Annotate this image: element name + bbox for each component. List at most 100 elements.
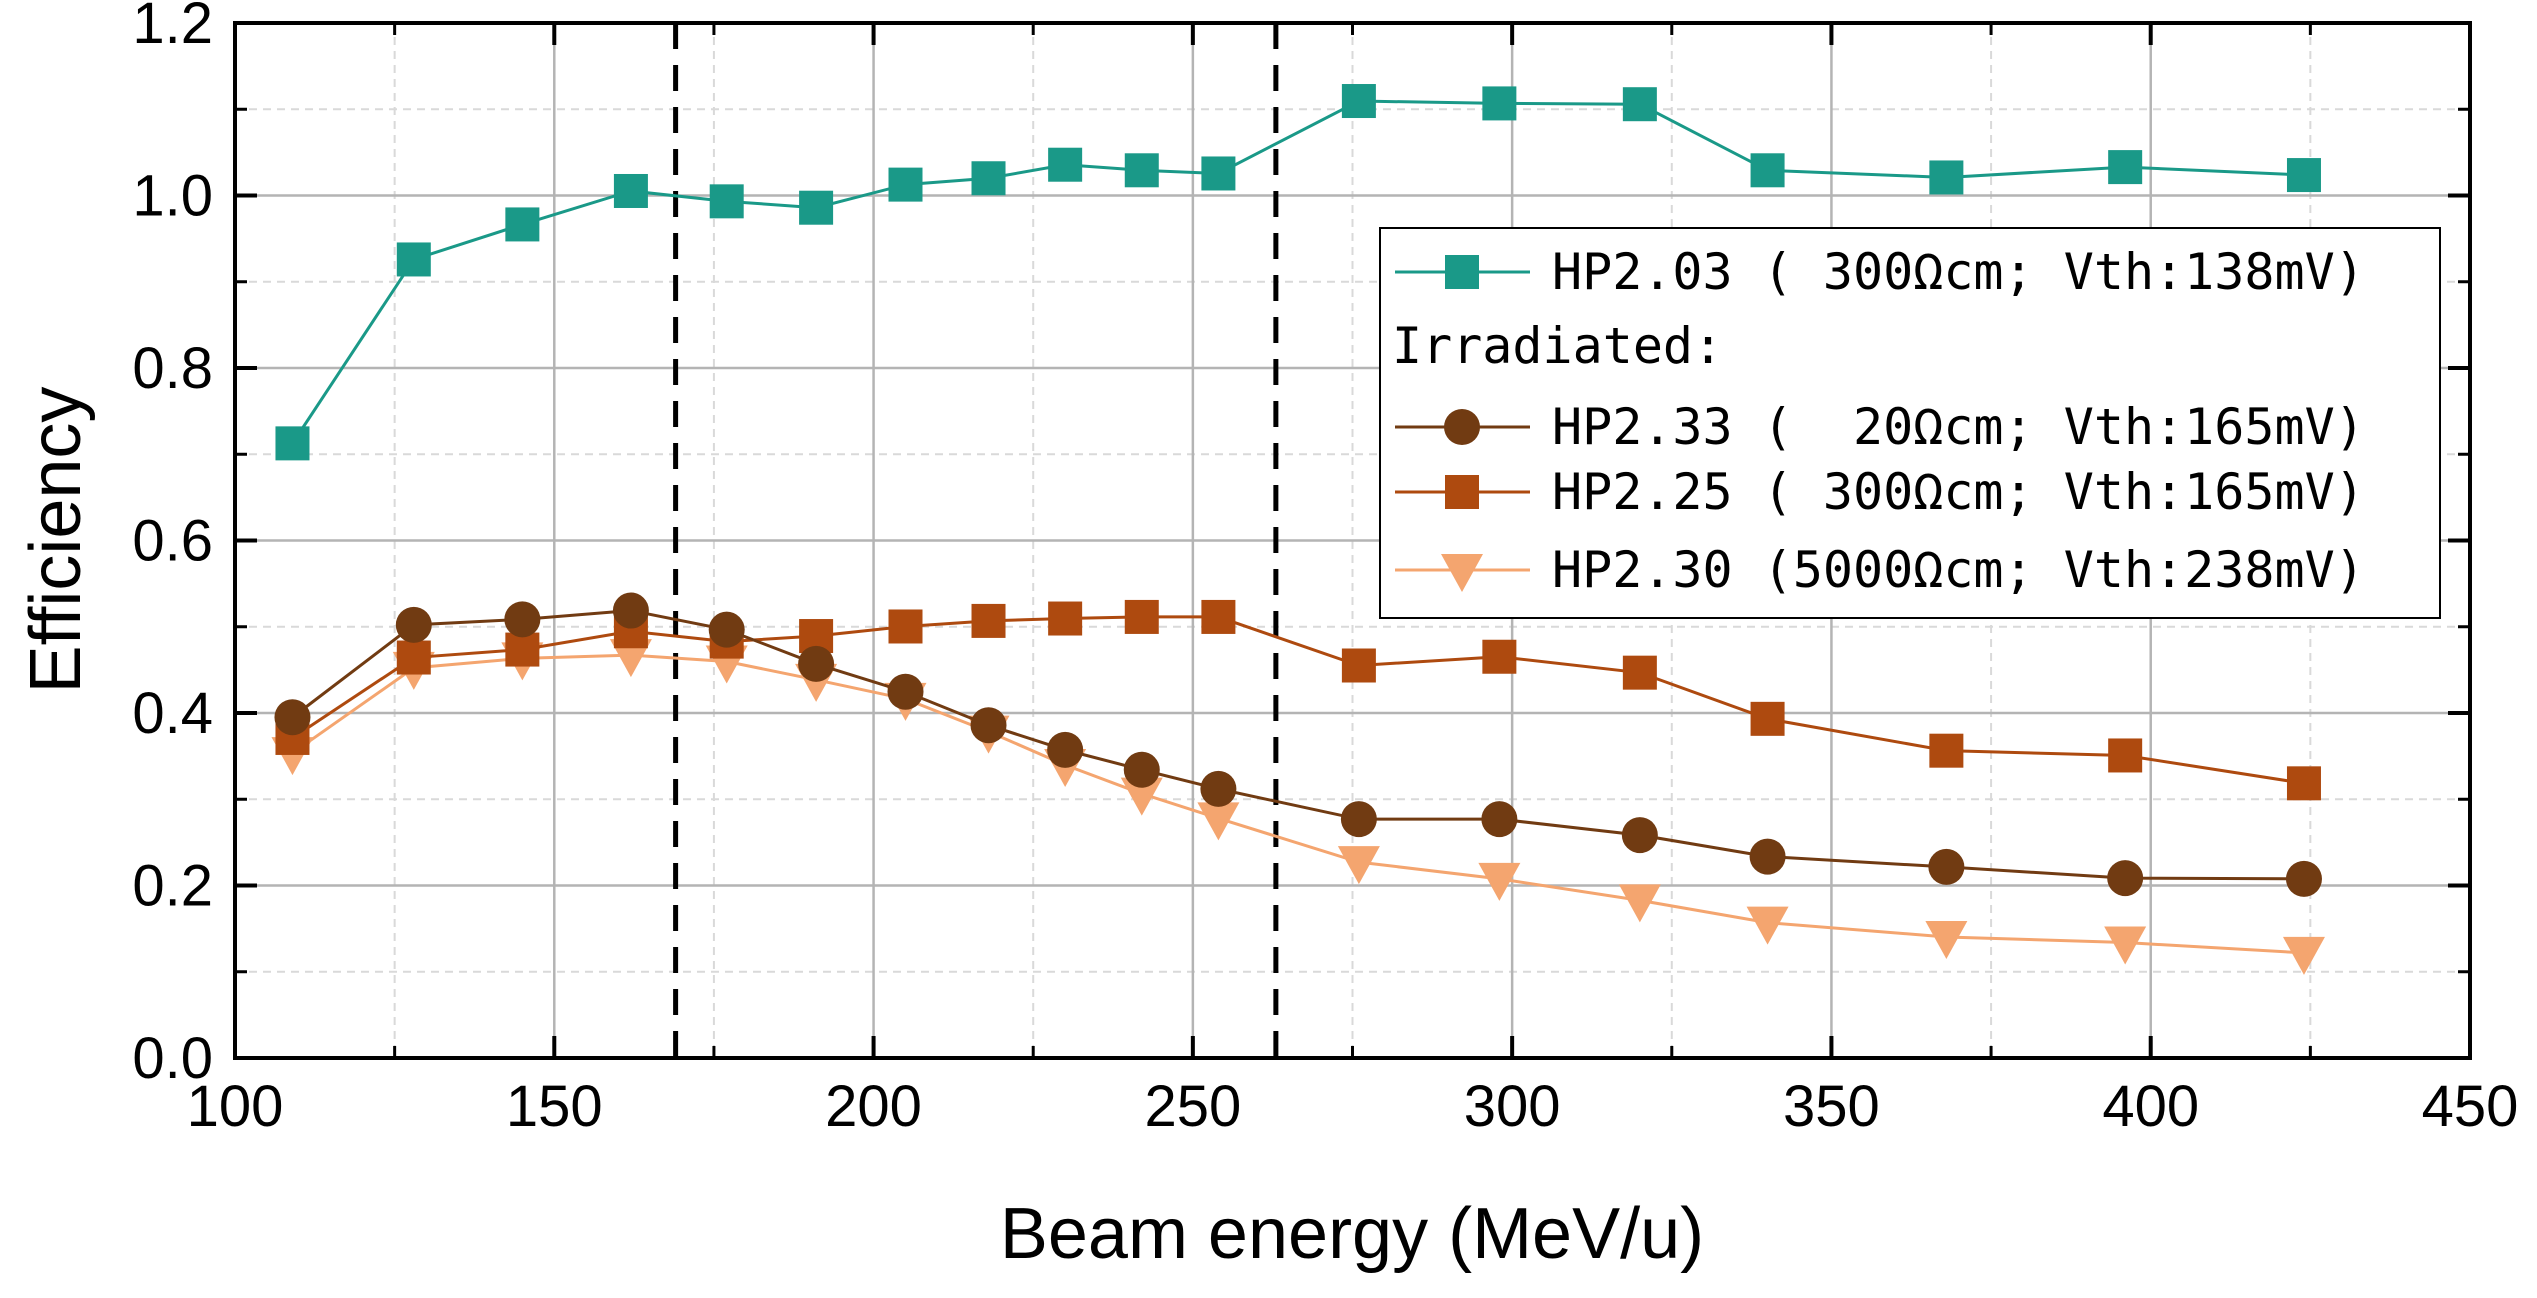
y-tick-label: 0.4 <box>132 681 213 746</box>
data-point <box>1048 147 1083 182</box>
legend-box <box>1379 227 2441 619</box>
data-point <box>887 673 924 710</box>
legend-entry-3: HP2.30 (5000Ωcm; Vth:238mV) <box>1395 541 2365 599</box>
data-point <box>1481 801 1518 838</box>
legend-label: HP2.03 ( 300Ωcm; Vth:138mV) <box>1552 243 2365 301</box>
data-point <box>1201 599 1236 634</box>
data-point <box>1341 84 1376 119</box>
data-point <box>505 207 540 242</box>
data-point <box>613 173 648 208</box>
data-point <box>1123 751 1160 788</box>
legend-entry-1: HP2.33 ( 20Ωcm; Vth:165mV) <box>1395 398 2365 456</box>
data-point <box>888 167 923 202</box>
data-point <box>1340 801 1377 838</box>
series-0 <box>275 84 2321 461</box>
legend: HP2.03 ( 300Ωcm; Vth:138mV) HP2.33 ( 20Ωc… <box>1379 227 2441 619</box>
x-tick-label: 400 <box>2102 1074 2199 1139</box>
x-tick-label: 150 <box>506 1074 603 1139</box>
data-point <box>1750 701 1785 736</box>
y-tick-label: 0.8 <box>132 336 213 401</box>
x-tick-label: 100 <box>187 1074 284 1139</box>
legend-items: HP2.03 ( 300Ωcm; Vth:138mV) HP2.33 ( 20Ωc… <box>1395 243 2365 599</box>
data-point <box>504 601 541 638</box>
y-tick-label: 0.2 <box>132 854 213 919</box>
data-point <box>1337 846 1380 885</box>
data-point <box>1048 601 1083 636</box>
data-point <box>2286 766 2321 801</box>
data-point <box>971 161 1006 196</box>
data-point <box>505 632 540 667</box>
legend-label: HP2.30 (5000Ωcm; Vth:238mV) <box>1552 541 2365 599</box>
data-point <box>609 639 652 678</box>
data-point <box>1047 731 1084 768</box>
data-point <box>1621 817 1658 854</box>
x-tick-label: 200 <box>825 1074 922 1139</box>
y-tick-label: 0.0 <box>132 1026 213 1091</box>
data-point <box>971 603 1006 638</box>
data-point <box>1200 770 1237 807</box>
data-point <box>2107 860 2144 897</box>
data-point <box>396 242 431 277</box>
y-axis-title: Efficiency <box>16 387 96 694</box>
data-point <box>2286 158 2321 193</box>
legend-marker <box>1445 475 1479 509</box>
data-point <box>2104 926 2147 965</box>
data-point <box>799 190 834 225</box>
data-point <box>1478 862 1521 901</box>
legend-marker <box>1445 255 1479 289</box>
legend-entry-0: HP2.03 ( 300Ωcm; Vth:138mV) <box>1395 243 2365 301</box>
series-layer <box>271 84 2325 975</box>
legend-label: HP2.25 ( 300Ωcm; Vth:165mV) <box>1552 463 2365 521</box>
data-point <box>1925 920 1968 959</box>
data-point <box>1622 87 1657 122</box>
legend-heading: Irradiated: <box>1392 317 1723 375</box>
data-point <box>970 707 1007 744</box>
data-point <box>709 184 744 219</box>
y-tick-label: 1.2 <box>132 0 213 56</box>
series-line <box>291 99 2305 445</box>
legend-label: HP2.33 ( 20Ωcm; Vth:165mV) <box>1552 398 2365 456</box>
data-point <box>2282 936 2325 975</box>
series-2 <box>275 599 2321 801</box>
legend-entry-2: HP2.25 ( 300Ωcm; Vth:165mV) <box>1395 463 2365 521</box>
series-line <box>291 609 2304 881</box>
data-point <box>1928 848 1965 885</box>
data-point <box>1750 153 1785 188</box>
data-point <box>1341 648 1376 683</box>
grid <box>235 21 2470 1058</box>
y-tick-label: 0.6 <box>132 509 213 574</box>
data-point <box>708 611 745 648</box>
data-point <box>888 609 923 644</box>
data-point <box>1929 733 1964 768</box>
data-point <box>1124 599 1159 634</box>
x-tick-label: 450 <box>2422 1074 2519 1139</box>
data-point <box>1622 655 1657 690</box>
data-point <box>1618 884 1661 923</box>
data-point <box>1929 160 1964 195</box>
legend-marker <box>1444 409 1480 445</box>
x-tick-label: 350 <box>1783 1074 1880 1139</box>
data-point <box>1482 86 1517 121</box>
y-tick-label: 1.0 <box>132 164 213 229</box>
data-point <box>1120 777 1163 816</box>
legend-marker <box>1441 554 1483 592</box>
data-point <box>798 645 835 682</box>
series-1 <box>274 592 2322 897</box>
data-point <box>2108 738 2143 773</box>
data-point <box>396 640 431 675</box>
data-point <box>275 426 310 461</box>
data-point <box>612 592 649 629</box>
data-point <box>274 699 311 736</box>
data-point <box>1197 802 1240 841</box>
axis-ticks: 100 150 200 250 300 350 400 450 0.0 0.2 0.4 0.6 0.8 1… <box>132 0 2518 1139</box>
data-point <box>1201 156 1236 191</box>
series-line <box>291 615 2305 785</box>
series-line <box>291 653 2305 955</box>
data-point <box>1482 639 1517 674</box>
data-point <box>1124 153 1159 188</box>
x-axis-title: Beam energy (MeV/u) <box>1000 1194 1704 1274</box>
data-point <box>1746 906 1789 945</box>
data-point <box>1749 838 1786 875</box>
x-tick-label: 250 <box>1144 1074 1241 1139</box>
